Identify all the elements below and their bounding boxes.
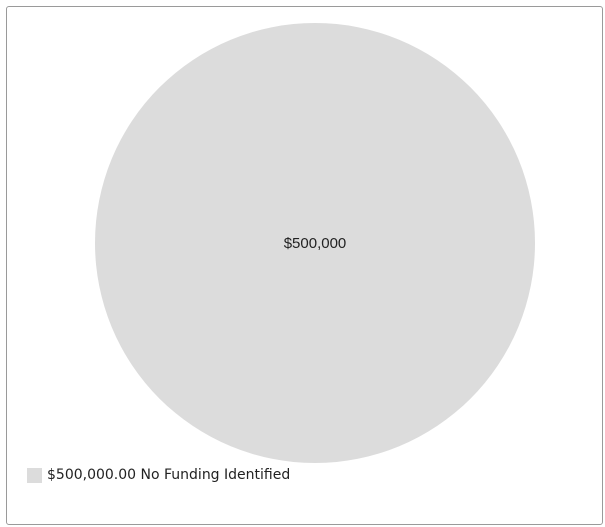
slice-value-label: $500,000 bbox=[284, 235, 347, 252]
legend-entry-label: $500,000.00 No Funding Identified bbox=[47, 467, 291, 483]
pie-chart: $500,000 bbox=[95, 23, 535, 463]
legend: $500,000.00 No Funding Identified bbox=[27, 467, 290, 483]
pie-slice[interactable] bbox=[95, 23, 535, 463]
legend-swatch bbox=[27, 467, 42, 483]
chart-panel: $500,000 $500,000.00 No Funding Identifi… bbox=[6, 6, 603, 525]
